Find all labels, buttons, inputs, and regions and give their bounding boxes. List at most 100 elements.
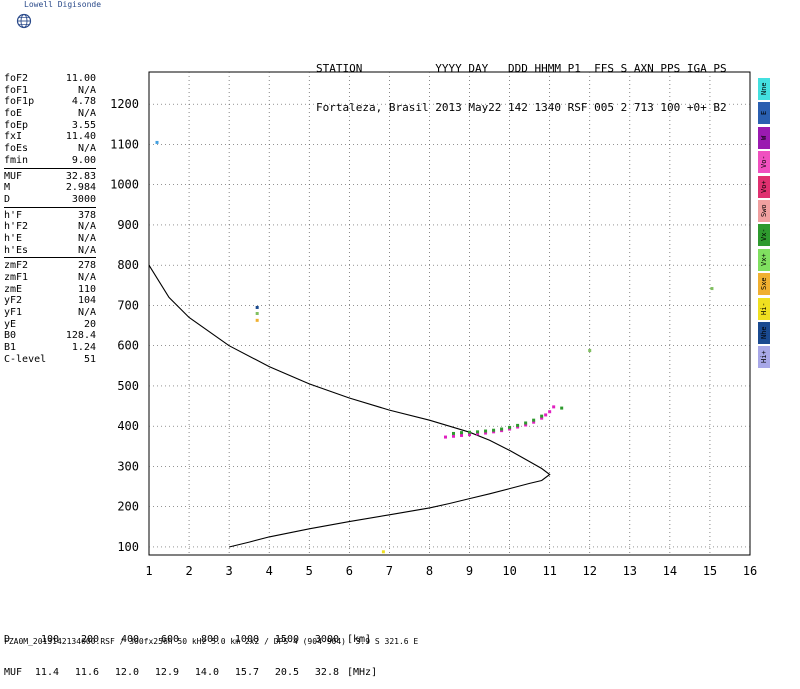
legend-item: Vo+ xyxy=(758,175,770,198)
muf-table: D 100 200 400 600 800 1000 1500 3000 [km] MUF 11.4… xyxy=(4,612,377,689)
parameter-row: zmF2 278 xyxy=(4,260,96,272)
muf-distance-unit: [km] xyxy=(347,634,372,645)
parameter-separator xyxy=(4,257,96,259)
legend-item: Hi+ xyxy=(758,346,770,369)
parameter-value: 1.24 xyxy=(71,342,96,354)
parameter-value: 4.78 xyxy=(71,96,96,108)
parameter-value: 3.55 xyxy=(71,119,96,131)
x-tick-label: 15 xyxy=(703,564,717,578)
parameter-name: zmE xyxy=(4,283,23,295)
legend-item: Nne xyxy=(758,78,770,100)
y-tick-label: 500 xyxy=(117,379,139,393)
parameter-row: h'E N/A xyxy=(4,233,96,245)
y-tick-label: 1100 xyxy=(110,137,139,151)
legend-item: Vx- xyxy=(758,224,770,247)
parameter-value: N/A xyxy=(77,244,96,256)
legend-item: Vo- xyxy=(758,151,770,174)
trace-point xyxy=(540,416,544,420)
parameter-row: foF1p 4.78 xyxy=(4,96,96,108)
parameter-row: M 2.984 xyxy=(4,182,96,194)
y-tick-label: 1200 xyxy=(110,97,139,111)
x-tick-label: 9 xyxy=(466,564,473,578)
x-tick-label: 2 xyxy=(185,564,192,578)
trace-point xyxy=(540,414,544,418)
x-tick-label: 1 xyxy=(145,564,152,578)
trace-point xyxy=(516,423,520,427)
trace-point xyxy=(500,429,504,433)
x-tick-label: 4 xyxy=(266,564,273,578)
trace-point xyxy=(443,435,447,439)
parameter-row: h'F 378 xyxy=(4,210,96,222)
parameter-name: h'F2 xyxy=(4,221,29,233)
parameter-value: N/A xyxy=(77,232,96,244)
parameter-name: foF1 xyxy=(4,84,29,96)
trace-point xyxy=(492,430,496,434)
trace-point xyxy=(588,349,592,353)
y-tick-label: 200 xyxy=(117,500,139,514)
trace-point xyxy=(516,425,520,429)
file-footer: FZA0M_2013142134000.RSF / 300fx256h 50 k… xyxy=(4,637,419,646)
muf-distance-row: D 100 200 400 600 800 1000 1500 3000 [km] xyxy=(4,634,377,645)
parameter-name: yF2 xyxy=(4,295,23,307)
y-tick-label: 800 xyxy=(117,258,139,272)
trace-point xyxy=(460,433,464,437)
parameter-value: N/A xyxy=(77,108,96,120)
trace-point xyxy=(500,427,504,431)
muf-distance-value: 200 xyxy=(80,634,99,645)
trace-point xyxy=(508,427,512,431)
trace-point xyxy=(508,425,512,429)
parameter-value: 378 xyxy=(77,209,96,221)
parameter-name: h'E xyxy=(4,232,23,244)
trace-point xyxy=(255,318,259,322)
trace-point xyxy=(476,430,480,434)
globe-logo-icon xyxy=(4,2,32,29)
parameter-name: B0 xyxy=(4,330,17,342)
parameter-name: fmin xyxy=(4,154,29,166)
parameter-value: 9.00 xyxy=(71,154,96,166)
parameter-name: yF1 xyxy=(4,307,23,319)
parameter-row: yF1 N/A xyxy=(4,307,96,319)
x-tick-label: 3 xyxy=(226,564,233,578)
trace-point xyxy=(544,413,548,417)
parameter-value: N/A xyxy=(77,143,96,155)
x-tick-label: 7 xyxy=(386,564,393,578)
muf-frequency-row: MUF 11.4 11.6 12.0 12.9 14.0 15.7 20.5 32.8 [MHz] xyxy=(4,667,377,678)
parameter-value: 278 xyxy=(77,260,96,272)
parameter-value: 104 xyxy=(77,295,96,307)
muf-row-label: D xyxy=(4,634,11,645)
trace-point xyxy=(155,140,159,144)
parameter-value: 32.83 xyxy=(65,170,96,182)
parameter-name: B1 xyxy=(4,342,17,354)
parameter-row: D 3000 xyxy=(4,194,96,206)
parameter-row: C-level 51 xyxy=(4,354,96,366)
parameter-row: zmF1 N/A xyxy=(4,272,96,284)
x-tick-label: 13 xyxy=(623,564,637,578)
parameter-value: 128.4 xyxy=(65,330,96,342)
plot-frame xyxy=(148,71,751,556)
parameter-name: foEp xyxy=(4,119,29,131)
trace-point xyxy=(524,423,528,427)
trace-point xyxy=(484,431,488,435)
brand-name: Lowell Digisonde xyxy=(24,0,102,9)
profile-curve xyxy=(148,264,551,548)
parameter-value: N/A xyxy=(77,221,96,233)
muf-frequency-value: 12.0 xyxy=(114,667,139,678)
parameter-row: zmE 110 xyxy=(4,284,96,296)
legend-item: Nhe xyxy=(758,321,770,344)
parameter-name: MUF xyxy=(4,170,23,182)
parameter-name: zmF2 xyxy=(4,260,29,272)
trace-point xyxy=(468,430,472,434)
ionogram-plot: 1 2 3 4 5 6 7 8 9 10 11 12 13 14 15 1610020030040050060… xyxy=(110,71,757,578)
parameter-value: N/A xyxy=(77,84,96,96)
trace-point xyxy=(255,305,259,309)
parameter-name: D xyxy=(4,193,11,205)
trace-point xyxy=(460,431,464,435)
y-tick-label: 300 xyxy=(117,459,139,473)
parameter-row: B0 128.4 xyxy=(4,330,96,342)
parameter-row: h'F2 N/A xyxy=(4,221,96,233)
trace-point xyxy=(560,406,564,410)
muf-frequency-value: 14.0 xyxy=(194,667,219,678)
trace-point xyxy=(484,429,488,433)
parameter-value: N/A xyxy=(77,272,96,283)
parameter-row: MUF 32.83 xyxy=(4,171,96,183)
